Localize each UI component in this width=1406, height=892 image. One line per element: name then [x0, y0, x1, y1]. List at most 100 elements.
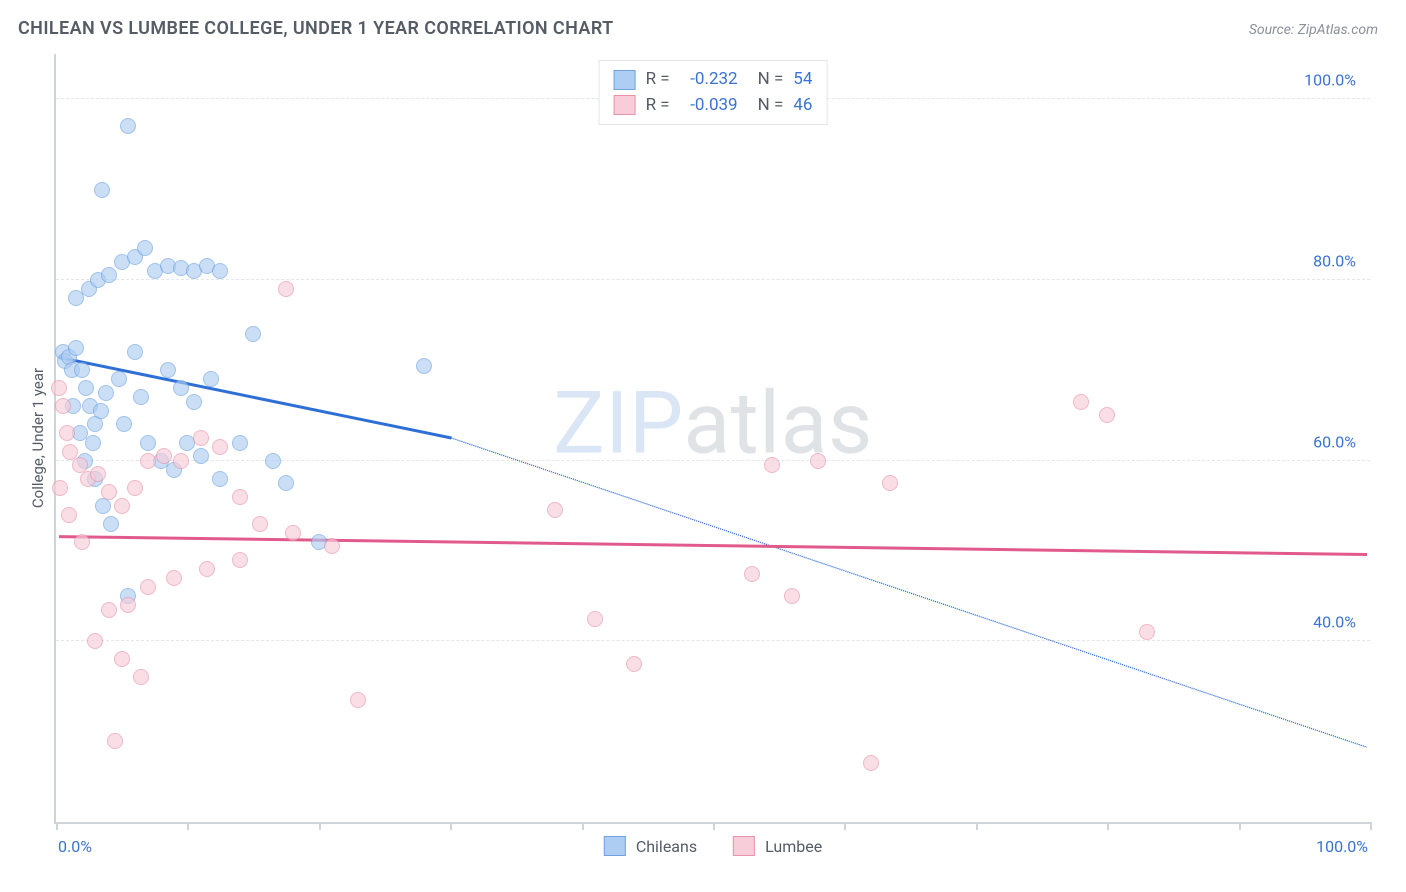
- x-tick: [582, 822, 584, 830]
- chart-container: College, Under 1 year ZIPatlas 40.0% 60.0…: [18, 54, 1388, 864]
- scatter-point: [173, 380, 189, 396]
- scatter-point: [744, 566, 760, 582]
- scatter-point: [140, 453, 156, 469]
- x-tick: [976, 822, 978, 830]
- legend-item: Lumbee: [733, 836, 822, 856]
- scatter-point: [232, 552, 248, 568]
- scatter-point: [80, 471, 96, 487]
- bottom-legend: Chileans Lumbee: [604, 836, 822, 856]
- scatter-point: [62, 444, 78, 460]
- gridline: [56, 279, 1370, 280]
- scatter-point: [212, 263, 228, 279]
- scatter-point: [93, 403, 109, 419]
- scatter-point: [68, 340, 84, 356]
- scatter-point: [179, 435, 195, 451]
- legend-item: Chileans: [604, 836, 697, 856]
- scatter-point: [232, 489, 248, 505]
- scatter-point: [626, 656, 642, 672]
- y-tick-label: 40.0%: [1313, 613, 1356, 632]
- watermark: ZIPatlas: [553, 372, 873, 473]
- scatter-point: [59, 425, 75, 441]
- scatter-point: [140, 579, 156, 595]
- x-tick: [450, 822, 452, 830]
- scatter-point: [278, 475, 294, 491]
- trend-lines: [59, 57, 1367, 819]
- legend-swatch: [733, 836, 755, 856]
- scatter-point: [193, 430, 209, 446]
- scatter-point: [94, 182, 110, 198]
- correlation-row: R =-0.232N =54: [614, 67, 813, 93]
- y-tick-label: 60.0%: [1313, 432, 1356, 451]
- scatter-point: [156, 448, 172, 464]
- scatter-point: [78, 380, 94, 396]
- scatter-point: [116, 416, 132, 432]
- scatter-point: [147, 263, 163, 279]
- scatter-point: [140, 435, 156, 451]
- plot-area: College, Under 1 year ZIPatlas 40.0%60.0…: [54, 54, 1370, 824]
- scatter-point: [311, 534, 327, 550]
- scatter-point: [120, 588, 136, 604]
- scatter-point: [127, 344, 143, 360]
- y-axis-title: College, Under 1 year: [29, 368, 47, 508]
- scatter-point: [160, 258, 176, 274]
- scatter-point: [1073, 394, 1089, 410]
- scatter-point: [127, 249, 143, 265]
- scatter-point: [203, 371, 219, 387]
- scatter-point: [133, 669, 149, 685]
- gridline: [56, 460, 1370, 461]
- correlation-row: R =-0.039N =46: [614, 93, 813, 119]
- source-attribution: Source: ZipAtlas.com: [1249, 22, 1378, 38]
- scatter-point: [55, 398, 71, 414]
- scatter-point: [74, 362, 90, 378]
- scatter-point: [101, 602, 117, 618]
- x-tick: [1370, 822, 1372, 830]
- scatter-point: [51, 380, 67, 396]
- x-axis-end-label: 100.0%: [1316, 837, 1368, 856]
- scatter-point: [133, 389, 149, 405]
- scatter-point: [285, 525, 301, 541]
- legend-swatch: [614, 70, 636, 90]
- scatter-point: [784, 588, 800, 604]
- scatter-point: [160, 362, 176, 378]
- legend-label: Lumbee: [765, 837, 822, 856]
- scatter-point: [82, 398, 98, 414]
- scatter-point: [103, 516, 119, 532]
- y-tick-label: 80.0%: [1313, 251, 1356, 270]
- legend-label: Chileans: [636, 837, 697, 856]
- gridline: [56, 640, 1370, 641]
- scatter-point: [166, 462, 182, 478]
- scatter-point: [199, 561, 215, 577]
- scatter-point: [127, 480, 143, 496]
- scatter-point: [65, 398, 81, 414]
- scatter-point: [90, 272, 106, 288]
- scatter-point: [186, 394, 202, 410]
- legend-swatch: [604, 836, 626, 856]
- x-axis-start-label: 0.0%: [58, 837, 92, 856]
- scatter-point: [810, 453, 826, 469]
- scatter-point: [212, 471, 228, 487]
- scatter-point: [95, 498, 111, 514]
- scatter-point: [77, 453, 93, 469]
- scatter-point: [166, 570, 182, 586]
- scatter-point: [61, 349, 77, 365]
- x-tick: [844, 822, 846, 830]
- scatter-point: [212, 439, 228, 455]
- scatter-point: [547, 502, 563, 518]
- correlation-box: R =-0.232N =54R =-0.039N =46: [599, 60, 828, 125]
- scatter-point: [87, 633, 103, 649]
- scatter-point: [90, 466, 106, 482]
- scatter-point: [111, 371, 127, 387]
- scatter-point: [74, 534, 90, 550]
- y-tick-label: 100.0%: [1304, 71, 1356, 90]
- scatter-point: [61, 507, 77, 523]
- x-tick: [1107, 822, 1109, 830]
- scatter-point: [173, 453, 189, 469]
- scatter-point: [324, 538, 340, 554]
- scatter-point: [416, 358, 432, 374]
- scatter-point: [72, 425, 88, 441]
- scatter-point: [81, 281, 97, 297]
- scatter-point: [87, 416, 103, 432]
- scatter-point: [186, 263, 202, 279]
- scatter-point: [153, 453, 169, 469]
- scatter-point: [137, 240, 153, 256]
